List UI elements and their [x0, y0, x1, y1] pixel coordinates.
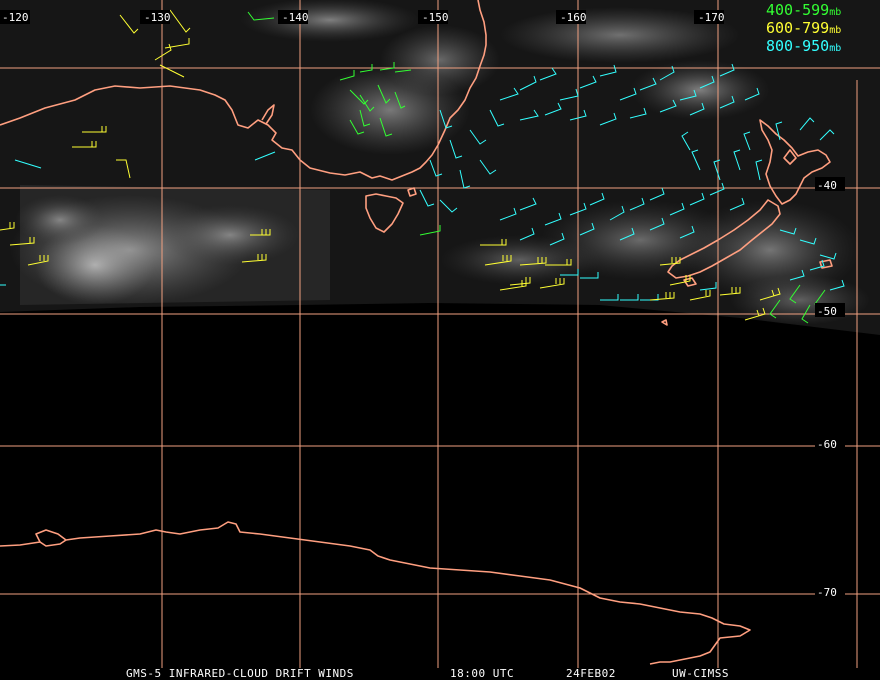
- legend-entry-800-950: 800-950mb: [766, 37, 841, 55]
- lon-label: -170: [698, 11, 725, 24]
- chatham-island: [819, 259, 833, 269]
- antarctica-coast: [0, 521, 751, 665]
- footer-caption: GMS-5 INFRARED-CLOUD DRIFT WINDS 18:00 U…: [126, 667, 729, 680]
- legend-entry-600-799: 600-799mb: [766, 19, 841, 37]
- small-island: [407, 187, 417, 197]
- pressure-legend: 400-599mb 600-799mb 800-950mb: [766, 1, 841, 55]
- lon-label: -120: [2, 11, 29, 24]
- north-island-coast: [759, 119, 831, 205]
- wind-barbs-600-799mb: [0, 9, 781, 321]
- wind-barbs-800-950mb: [0, 63, 845, 301]
- product-title: GMS-5 INFRARED-CLOUD DRIFT WINDS: [126, 667, 354, 680]
- legend-entry-400-599: 400-599mb: [766, 1, 841, 19]
- south-island-coast: [667, 199, 781, 279]
- lon-label: -160: [560, 11, 587, 24]
- grid-labels: -120 -130 -140 -150 -160 -170 -40 -50 -6…: [0, 10, 845, 599]
- date-stamp: 24FEB02: [566, 667, 616, 680]
- australia-coast: [0, 0, 487, 181]
- stewart-island: [683, 277, 697, 287]
- sub-antarctic-island: [661, 319, 668, 326]
- lat-label: -50: [817, 305, 837, 318]
- time-stamp: 18:00 UTC: [450, 667, 514, 680]
- lon-label: -130: [144, 11, 171, 24]
- lat-label: -40: [817, 179, 837, 192]
- tasmania-coast: [365, 193, 404, 233]
- lat-label: -60: [817, 438, 837, 451]
- coastlines: [0, 0, 833, 665]
- lon-label: -150: [422, 11, 449, 24]
- lon-label: -140: [282, 11, 309, 24]
- antarctica-bay: [39, 539, 67, 547]
- australia-gulf-inlet: [261, 104, 275, 125]
- source-credit: UW-CIMSS: [672, 667, 729, 680]
- lat-label: -70: [817, 586, 837, 599]
- north-island-bay: [783, 149, 797, 165]
- satellite-image: [0, 0, 880, 335]
